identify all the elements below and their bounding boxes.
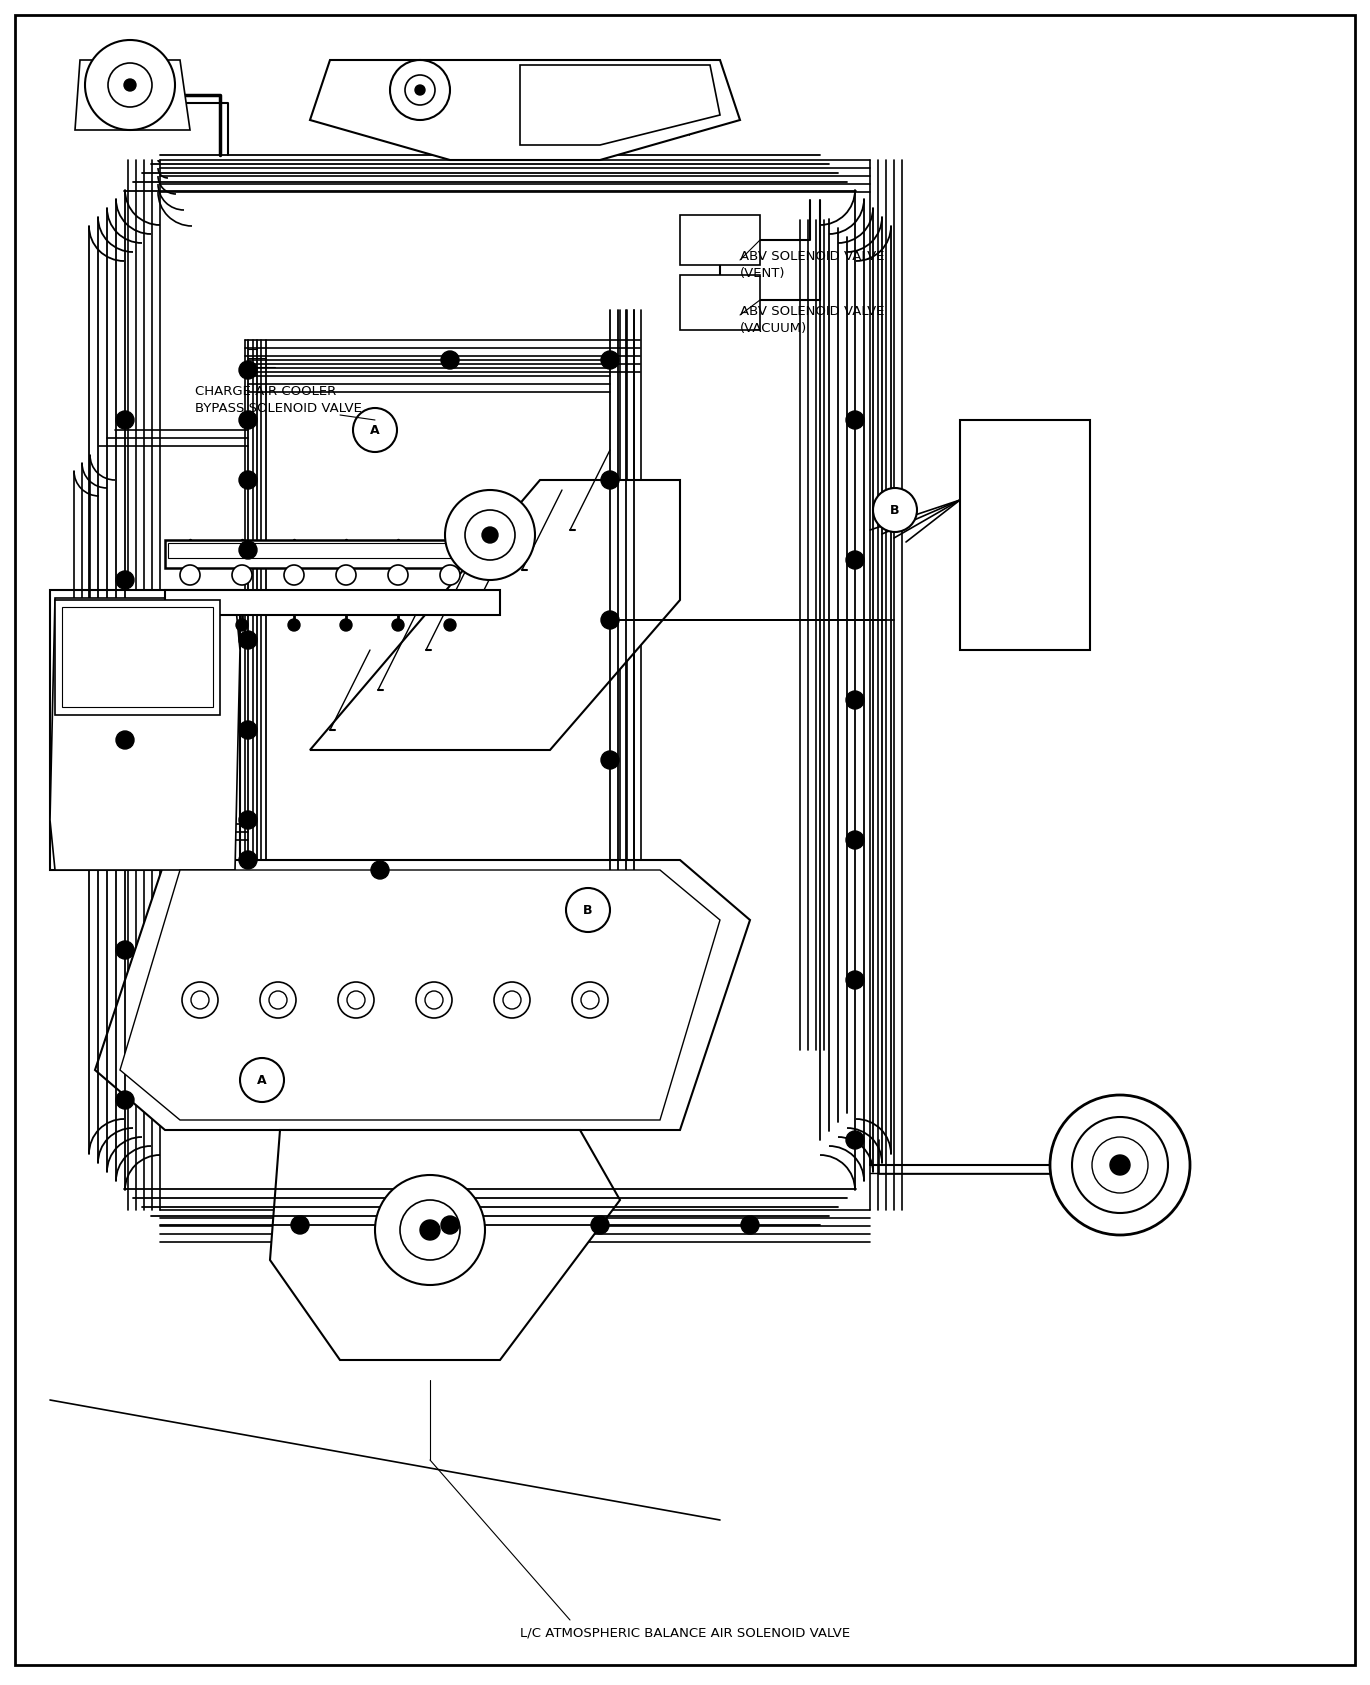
Circle shape bbox=[444, 618, 456, 630]
Circle shape bbox=[116, 571, 134, 590]
Text: CHARGE AIR COOLER
BYPASS SOLENOID VALVE: CHARGE AIR COOLER BYPASS SOLENOID VALVE bbox=[195, 384, 362, 415]
Circle shape bbox=[847, 971, 864, 989]
Circle shape bbox=[601, 350, 619, 369]
Circle shape bbox=[390, 61, 449, 120]
Circle shape bbox=[482, 527, 499, 543]
Polygon shape bbox=[121, 869, 721, 1121]
Circle shape bbox=[415, 84, 425, 94]
Bar bbox=[62, 607, 212, 708]
Circle shape bbox=[116, 411, 134, 430]
Circle shape bbox=[847, 411, 864, 430]
Circle shape bbox=[232, 564, 252, 585]
Circle shape bbox=[1092, 1137, 1148, 1193]
Circle shape bbox=[741, 1217, 759, 1233]
Circle shape bbox=[375, 1174, 485, 1286]
Circle shape bbox=[238, 810, 258, 829]
Polygon shape bbox=[49, 590, 240, 869]
Circle shape bbox=[421, 1220, 440, 1240]
Circle shape bbox=[1110, 1154, 1130, 1174]
Circle shape bbox=[392, 618, 404, 630]
Polygon shape bbox=[310, 480, 680, 750]
Circle shape bbox=[238, 630, 258, 649]
Polygon shape bbox=[521, 66, 721, 145]
Circle shape bbox=[566, 888, 610, 932]
Polygon shape bbox=[95, 859, 749, 1131]
Circle shape bbox=[581, 991, 599, 1009]
Polygon shape bbox=[49, 598, 240, 869]
Text: B: B bbox=[584, 903, 593, 917]
Bar bbox=[164, 590, 500, 615]
Circle shape bbox=[873, 489, 917, 532]
Circle shape bbox=[445, 490, 536, 580]
Circle shape bbox=[388, 564, 408, 585]
Circle shape bbox=[371, 861, 389, 880]
Circle shape bbox=[238, 851, 258, 869]
Polygon shape bbox=[310, 61, 740, 160]
Circle shape bbox=[406, 76, 436, 104]
Circle shape bbox=[441, 1217, 459, 1233]
Circle shape bbox=[847, 551, 864, 570]
Circle shape bbox=[601, 752, 619, 768]
Circle shape bbox=[290, 1217, 310, 1233]
Polygon shape bbox=[680, 275, 760, 330]
Circle shape bbox=[238, 361, 258, 379]
Circle shape bbox=[464, 511, 515, 559]
Bar bbox=[55, 600, 221, 714]
Text: B: B bbox=[890, 504, 900, 517]
Circle shape bbox=[441, 350, 459, 369]
Polygon shape bbox=[75, 61, 190, 130]
Circle shape bbox=[353, 408, 397, 452]
Polygon shape bbox=[270, 1131, 621, 1360]
Circle shape bbox=[284, 564, 304, 585]
Circle shape bbox=[238, 472, 258, 489]
Circle shape bbox=[340, 618, 352, 630]
Circle shape bbox=[847, 691, 864, 709]
Circle shape bbox=[238, 541, 258, 559]
Circle shape bbox=[240, 1058, 284, 1102]
Text: A: A bbox=[258, 1073, 267, 1087]
Circle shape bbox=[416, 982, 452, 1018]
Circle shape bbox=[503, 991, 521, 1009]
Circle shape bbox=[590, 1217, 610, 1233]
Circle shape bbox=[236, 618, 248, 630]
Circle shape bbox=[238, 721, 258, 740]
Circle shape bbox=[182, 982, 218, 1018]
Circle shape bbox=[847, 1131, 864, 1149]
Circle shape bbox=[269, 991, 286, 1009]
Circle shape bbox=[573, 982, 608, 1018]
Circle shape bbox=[1049, 1095, 1191, 1235]
Bar bbox=[164, 539, 500, 568]
Circle shape bbox=[400, 1200, 460, 1260]
Text: ABV SOLENOID VALVE
(VACUUM): ABV SOLENOID VALVE (VACUUM) bbox=[740, 305, 885, 335]
Polygon shape bbox=[960, 420, 1091, 650]
Circle shape bbox=[85, 40, 175, 130]
Circle shape bbox=[108, 62, 152, 108]
Circle shape bbox=[1071, 1117, 1169, 1213]
Circle shape bbox=[190, 991, 210, 1009]
Circle shape bbox=[425, 991, 443, 1009]
Circle shape bbox=[440, 564, 460, 585]
Circle shape bbox=[116, 940, 134, 959]
Circle shape bbox=[338, 982, 374, 1018]
Circle shape bbox=[347, 991, 364, 1009]
Circle shape bbox=[288, 618, 300, 630]
Text: ABV SOLENOID VALVE
(VENT): ABV SOLENOID VALVE (VENT) bbox=[740, 249, 885, 280]
Text: A: A bbox=[370, 423, 379, 436]
Circle shape bbox=[601, 612, 619, 629]
Circle shape bbox=[495, 982, 530, 1018]
Circle shape bbox=[184, 618, 196, 630]
Circle shape bbox=[125, 79, 136, 91]
Circle shape bbox=[238, 411, 258, 430]
Bar bbox=[169, 543, 497, 558]
Circle shape bbox=[260, 982, 296, 1018]
Circle shape bbox=[179, 564, 200, 585]
Circle shape bbox=[847, 831, 864, 849]
Circle shape bbox=[336, 564, 356, 585]
Circle shape bbox=[601, 472, 619, 489]
Circle shape bbox=[116, 1090, 134, 1109]
Text: L/C ATMOSPHERIC BALANCE AIR SOLENOID VALVE: L/C ATMOSPHERIC BALANCE AIR SOLENOID VAL… bbox=[521, 1628, 849, 1640]
Circle shape bbox=[116, 731, 134, 750]
Polygon shape bbox=[680, 216, 760, 265]
